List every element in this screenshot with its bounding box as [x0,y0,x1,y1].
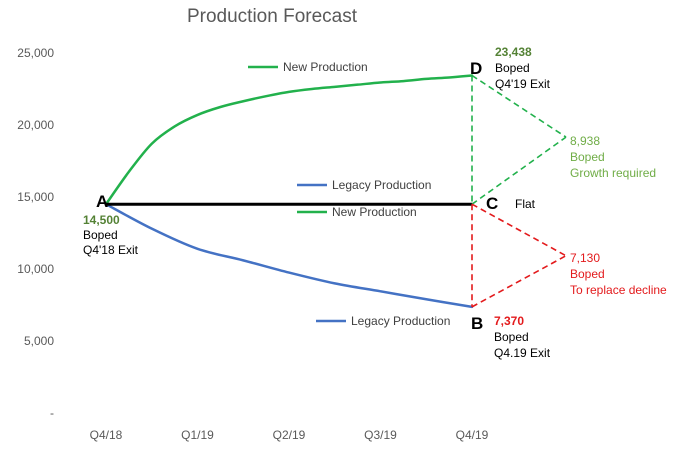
y-tick-label: 25,000 [17,46,54,60]
legend-label: Legacy Production [351,314,450,328]
x-tick-label: Q3/19 [364,428,397,442]
point-label-b: B [471,314,483,333]
y-tick-label: 15,000 [17,190,54,204]
inline-legends: New Production Legacy Production New Produ… [248,60,450,328]
annotation-c-flat: Flat [515,197,536,211]
series-line-legacy-production [104,202,474,309]
annotation-b-unit: Boped [494,330,529,344]
annotation-decline-note: To replace decline [570,283,667,297]
annotation-b-note: Q4.19 Exit [494,346,551,360]
point-label-d: D [470,59,482,78]
growth-bracket-upper [471,74,567,138]
annotation-decline-unit: Boped [570,267,605,281]
x-tick-label: Q1/19 [181,428,214,442]
series-line-new-production [104,74,474,206]
annotation-b-value: 7,370 [494,314,524,328]
annotation-a-note: Q4'18 Exit [83,243,139,257]
annotation-a-value: 14,500 [83,213,120,227]
annotation-d-value: 23,438 [495,45,532,59]
decline-bracket-upper [471,203,567,257]
decline-bracket-lower [471,255,567,308]
annotation-d-unit: Boped [495,61,530,75]
chart-title: Production Forecast [187,6,358,27]
point-label-c: C [486,194,498,213]
y-tick-label: 5,000 [24,334,54,348]
x-axis-tick-labels: Q4/18 Q1/19 Q2/19 Q3/19 Q4/19 [90,428,489,442]
x-tick-label: Q4/18 [90,428,123,442]
legend-label: New Production [283,60,368,74]
legend-label: New Production [332,205,417,219]
annotation-growth-unit: Boped [570,150,605,164]
annotation-d-note: Q4'19 Exit [495,77,551,91]
legend-label: Legacy Production [332,178,431,192]
y-tick-label: 10,000 [17,262,54,276]
y-tick-label: - [50,406,54,420]
annotation-growth-note: Growth required [570,166,656,180]
point-label-a: A [96,192,108,211]
annotation-growth-value: 8,938 [570,134,600,148]
annotation-a-unit: Boped [83,228,118,242]
annotation-decline-value: 7,130 [570,251,600,265]
x-tick-label: Q4/19 [456,428,489,442]
dashed-guides [471,74,567,308]
y-tick-label: 20,000 [17,118,54,132]
series-lines [104,74,474,309]
y-axis-tick-labels: - 5,000 10,000 15,000 20,000 25,000 [17,46,54,420]
x-tick-label: Q2/19 [273,428,306,442]
